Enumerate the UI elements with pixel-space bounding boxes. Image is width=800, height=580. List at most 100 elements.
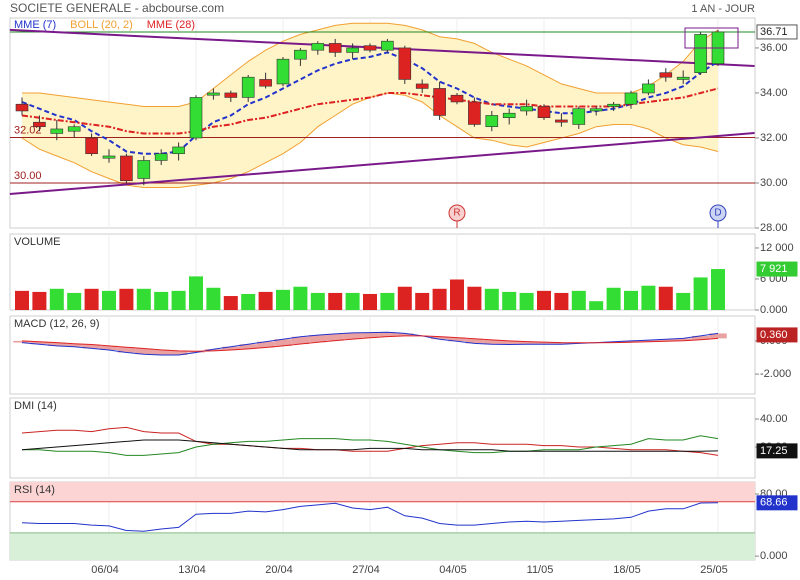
last-value-box	[756, 261, 798, 277]
event-marker	[448, 204, 466, 222]
macd-hist	[465, 338, 484, 344]
event-label: R	[453, 208, 460, 219]
event-label: D	[714, 208, 721, 219]
volume-bar	[102, 290, 116, 310]
volume-bar	[693, 277, 708, 310]
candle-body	[172, 146, 185, 155]
y-tick-label: 0.000	[760, 304, 788, 316]
volume-bar	[171, 290, 186, 310]
candle-body	[676, 76, 690, 80]
volume-bar	[415, 292, 430, 310]
candle-body	[259, 79, 272, 87]
candle-body	[398, 47, 412, 80]
panel-title: RSI (14)	[14, 484, 55, 496]
level-label: 30.00	[14, 170, 42, 182]
macd-hist	[396, 333, 414, 336]
y-tick-label: 12 000	[760, 242, 794, 254]
candle-body	[694, 34, 707, 73]
volume-bar	[67, 292, 82, 310]
candle-body	[50, 128, 64, 134]
candle-body	[572, 108, 586, 125]
macd-hist	[709, 333, 727, 339]
candle-body	[450, 94, 464, 103]
volume-bar	[136, 288, 151, 310]
x-tick-label: 11/05	[527, 564, 554, 576]
volume-bar	[49, 288, 64, 310]
candle-body	[607, 103, 620, 107]
macd-hist	[430, 336, 449, 340]
last-value-box	[756, 24, 798, 40]
legend-entry: MME (28)	[147, 19, 195, 31]
candle-body	[659, 72, 673, 78]
volume-bar	[519, 292, 534, 310]
macd-hist	[309, 335, 327, 343]
macd-hist	[622, 340, 640, 343]
volume-bar	[658, 286, 673, 310]
volume-bar	[641, 285, 656, 310]
candle-body	[241, 76, 255, 98]
panel-title: VOLUME	[14, 236, 60, 248]
candle-body	[485, 115, 499, 128]
candle-body	[502, 112, 516, 119]
x-tick-label: 18/05	[613, 564, 641, 576]
y-tick-label: 32.00	[760, 132, 788, 144]
candle-body	[311, 43, 325, 51]
legend-entry: MME (7)	[14, 19, 56, 31]
candle-body	[224, 92, 238, 98]
candle-body	[67, 126, 81, 132]
candle-body	[120, 155, 133, 182]
last-value-label: 0.360	[760, 329, 788, 341]
macd-hist	[535, 342, 553, 345]
candle-body	[433, 88, 446, 116]
indicator-line	[21, 426, 719, 456]
indicator-line	[21, 502, 719, 532]
indicator-line	[21, 335, 719, 352]
last-value-label: 68.66	[760, 497, 788, 509]
macd-hist	[48, 342, 66, 346]
x-tick-label: 20/04	[265, 564, 293, 576]
panel-frame	[9, 315, 756, 395]
volume-bar	[345, 292, 360, 310]
macd-hist	[135, 348, 153, 355]
y-tick-label: 0.000	[760, 550, 788, 562]
volume-bar	[241, 293, 256, 310]
volume-bar	[554, 292, 569, 310]
candle-body	[537, 106, 551, 119]
y-tick-label: 34.00	[760, 87, 788, 99]
macd-hist	[361, 332, 379, 338]
macd-hist	[691, 335, 710, 340]
y-tick-label: -2.000	[760, 368, 791, 380]
zone	[10, 482, 755, 502]
ma-line	[21, 51, 719, 155]
macd-hist	[82, 344, 101, 349]
candle-body	[346, 47, 359, 53]
macd-hist	[13, 340, 31, 343]
y-tick-label: 40.00	[760, 413, 788, 425]
macd-hist	[378, 332, 397, 337]
candle-body	[642, 83, 655, 94]
macd-hist	[256, 341, 275, 348]
candle-body	[137, 160, 151, 179]
last-value-box	[756, 443, 798, 459]
candle-body	[33, 121, 46, 128]
volume-bar	[206, 287, 221, 310]
event-marker	[709, 204, 727, 222]
macd-hist	[100, 345, 118, 351]
volume-bar	[537, 290, 551, 310]
bollinger-upper	[22, 22, 719, 107]
last-value-label: 36.71	[760, 26, 788, 38]
volume-bar	[276, 289, 290, 310]
x-tick-label: 27/04	[352, 564, 380, 576]
volume-bar	[310, 292, 325, 310]
trend-line	[9, 132, 755, 196]
volume-bar	[223, 296, 238, 310]
macd-hist	[483, 339, 501, 345]
volume-bar	[711, 269, 725, 310]
panel-frame	[9, 397, 756, 479]
macd-hist	[239, 344, 257, 349]
macd-hist	[65, 343, 83, 347]
macd-hist	[448, 337, 466, 342]
macd-hist	[326, 333, 344, 341]
candle-body	[381, 40, 394, 51]
